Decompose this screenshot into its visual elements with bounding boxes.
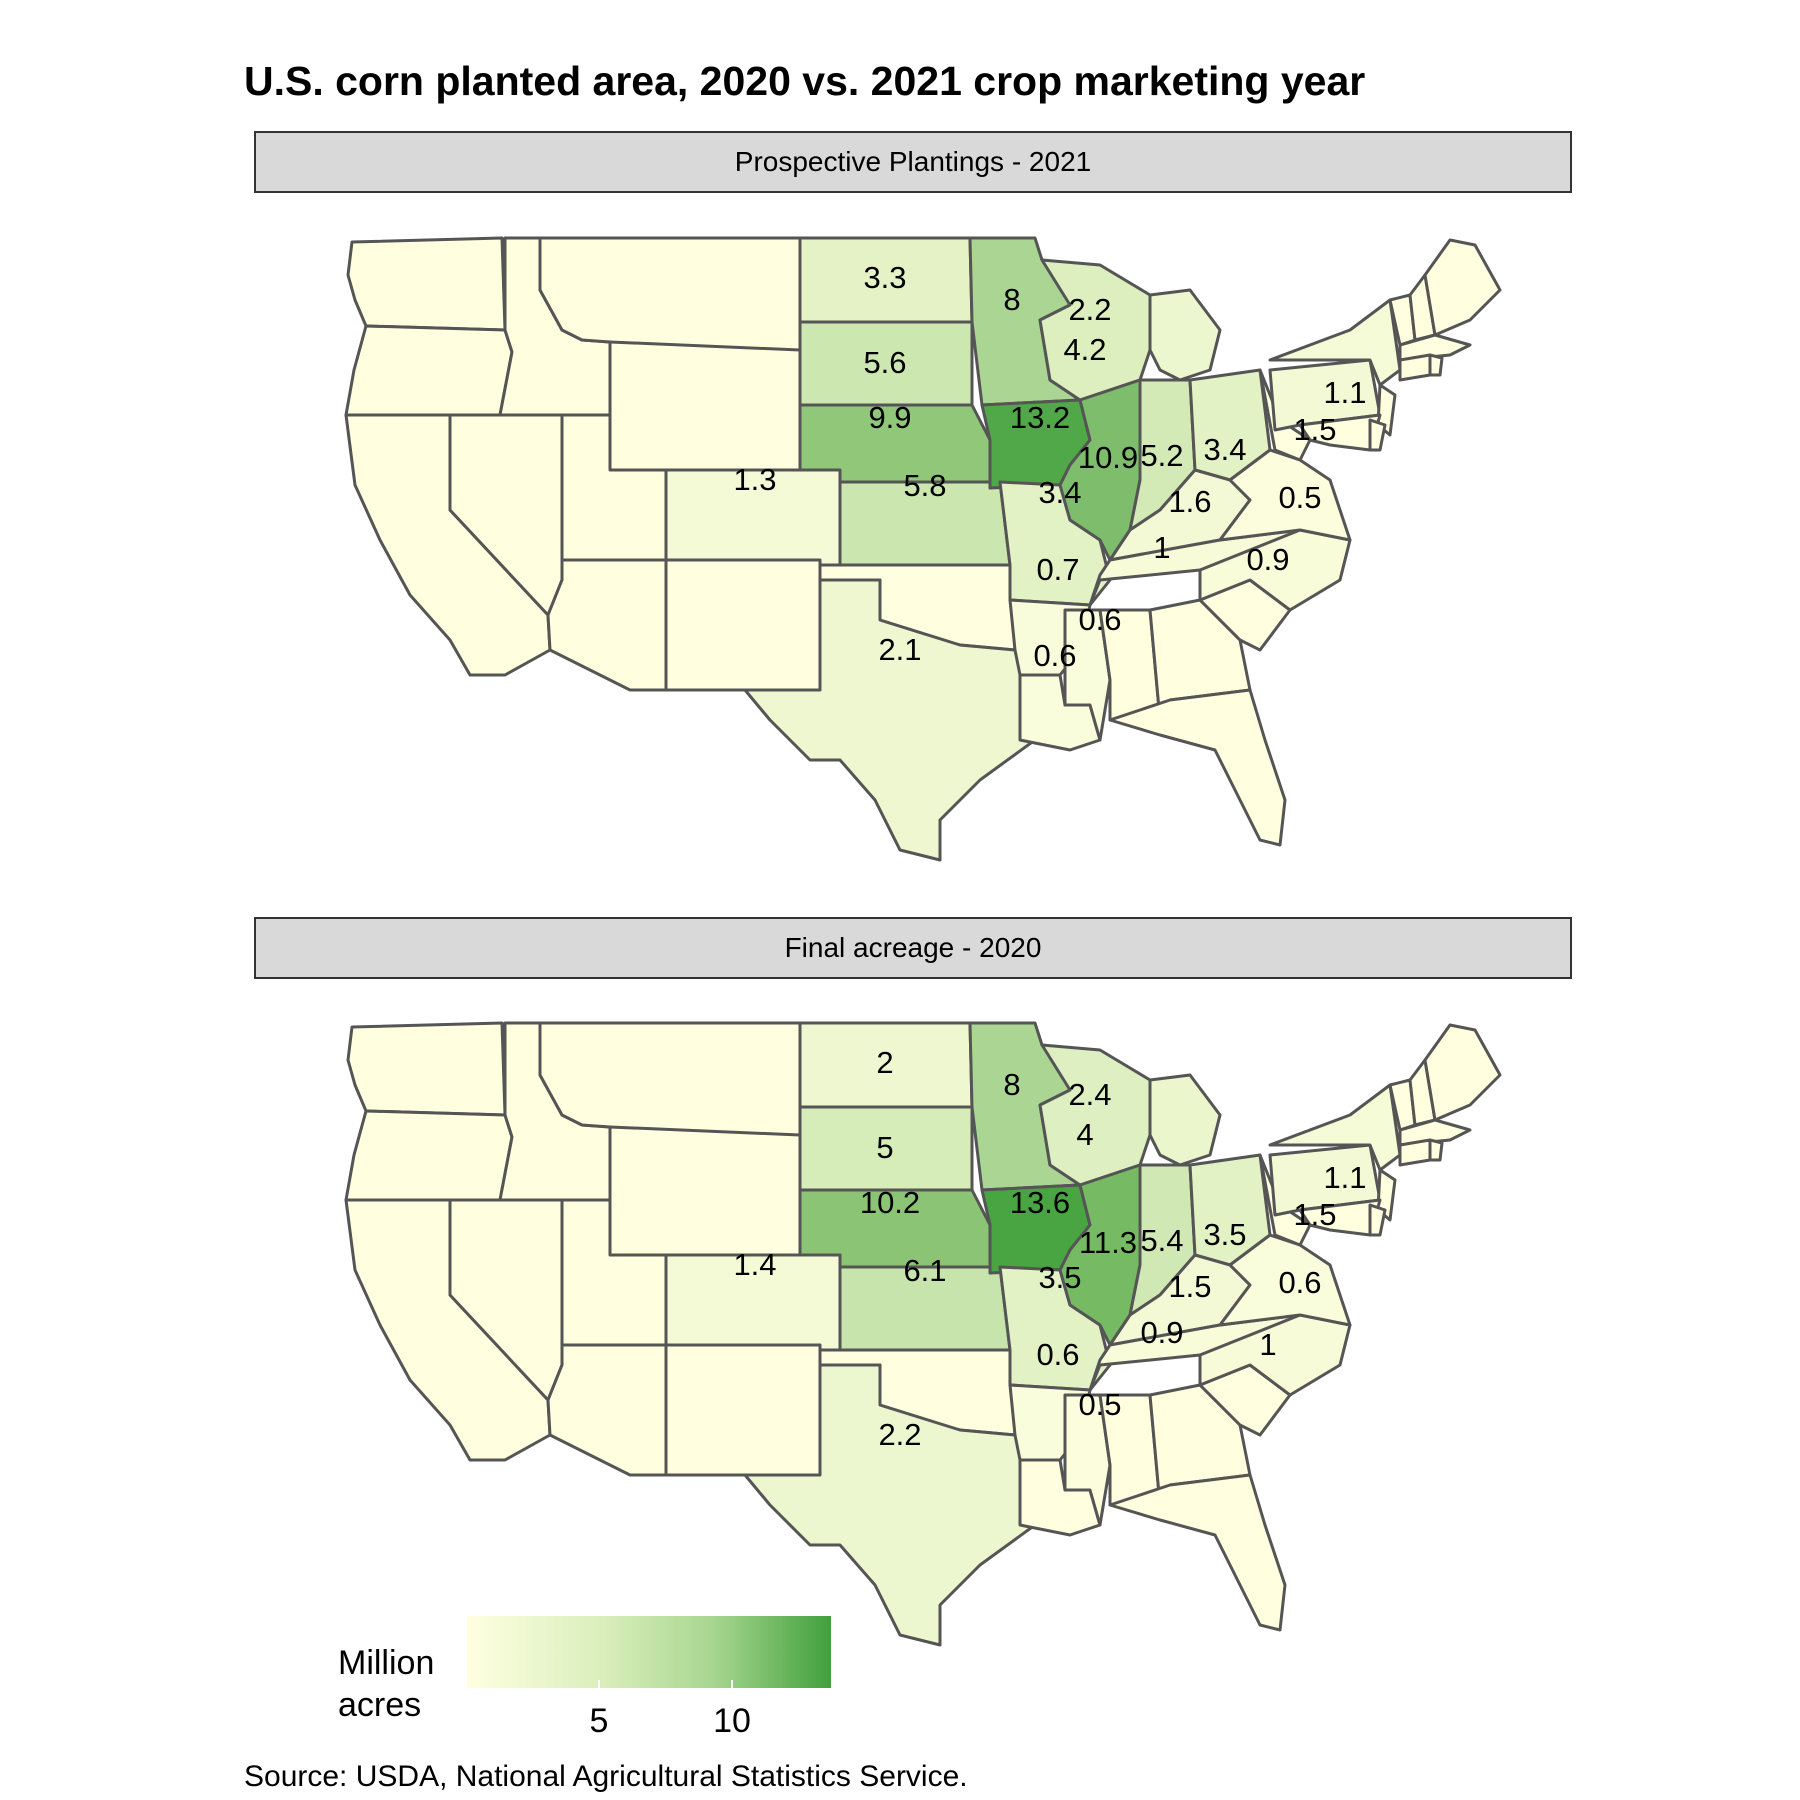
state-me	[1423, 238, 1502, 337]
state-value-label-ne: 9.9	[868, 400, 911, 435]
map-2021: 3.385.6 4.22.21.19.9 13.2 1.53.45.210.91.3 5…	[344, 236, 1502, 862]
map-2020: 2 8 5 4 2.4 1.1 10.2 13.6 1.5 3.5 5.411.3 1.4 6.1 3.5…	[344, 1021, 1502, 1647]
state-mi	[1148, 288, 1222, 382]
state-value-label-va: 0.5	[1278, 480, 1321, 515]
panel-strip-2020: Final acreage - 2020	[254, 917, 1572, 979]
state-value-label-in: 5.4	[1140, 1223, 1183, 1258]
state-me	[1423, 1023, 1502, 1122]
state-ri	[1428, 353, 1444, 377]
state-tx	[743, 1363, 1037, 1647]
state-ma	[1398, 1118, 1472, 1147]
state-value-label-ny: 1.1	[1323, 375, 1366, 410]
state-value-label-ky: 1.5	[1168, 1269, 1211, 1304]
state-wa	[346, 236, 507, 332]
state-wa	[346, 1021, 507, 1117]
state-value-label-va: 0.6	[1278, 1265, 1321, 1300]
state-nm	[664, 1343, 822, 1477]
state-ct	[1398, 353, 1432, 382]
state-nj	[1376, 1168, 1397, 1222]
state-value-label-mo: 3.5	[1038, 1260, 1081, 1295]
state-value-label-ms: 0.6	[1078, 602, 1121, 637]
state-az	[546, 558, 668, 692]
panel-strip-2021: Prospective Plantings - 2021	[254, 131, 1572, 193]
state-value-label-co: 1.4	[733, 1247, 776, 1282]
state-value-label-ks: 5.8	[903, 468, 946, 503]
state-value-label-oh: 3.4	[1203, 432, 1246, 467]
state-de	[1368, 418, 1387, 452]
state-tx	[743, 578, 1037, 862]
state-value-label-la: 0.6	[1033, 638, 1076, 673]
state-value-label-mn: 8	[1003, 282, 1020, 317]
state-value-label-il: 11.3	[1079, 1225, 1137, 1260]
state-value-label-tn: 1	[1153, 530, 1170, 565]
state-value-label-nd: 3.3	[863, 260, 906, 295]
legend-tick-mark	[731, 1680, 733, 1688]
state-value-label-ky: 1.6	[1168, 484, 1211, 519]
state-ma	[1398, 333, 1472, 362]
state-ri	[1428, 1138, 1444, 1162]
state-value-label-ia: 13.6	[1010, 1185, 1070, 1220]
state-value-label-in: 5.2	[1140, 438, 1183, 473]
state-wy	[608, 340, 802, 472]
state-value-label-nc: 1	[1259, 1327, 1276, 1362]
state-value-label-mi: 2.2	[1068, 292, 1111, 327]
state-nj	[1376, 383, 1397, 437]
state-value-label-mi: 2.4	[1068, 1077, 1111, 1112]
state-value-label-ne: 10.2	[860, 1185, 920, 1220]
state-value-label-nd: 2	[876, 1045, 893, 1080]
state-value-label-sd: 5	[876, 1130, 893, 1165]
source-note: Source: USDA, National Agricultural Stat…	[244, 1760, 968, 1793]
state-value-label-ar: 0.7	[1036, 552, 1079, 587]
chart-title: U.S. corn planted area, 2020 vs. 2021 cr…	[244, 58, 1366, 104]
state-value-label-mn: 8	[1003, 1067, 1020, 1102]
state-value-label-sd: 5.6	[863, 345, 906, 380]
state-mi	[1148, 1073, 1222, 1167]
state-wi	[1038, 258, 1152, 402]
state-or	[344, 1109, 514, 1202]
state-value-label-nc: 0.9	[1246, 542, 1289, 577]
state-value-label-tx: 2.2	[878, 1417, 921, 1452]
state-de	[1368, 1203, 1387, 1237]
state-az	[546, 1343, 668, 1477]
state-ct	[1398, 1138, 1432, 1167]
state-value-label-co: 1.3	[733, 462, 776, 497]
state-value-label-ny: 1.1	[1323, 1160, 1366, 1195]
state-value-label-wi: 4.2	[1063, 332, 1106, 367]
state-wi	[1038, 1043, 1152, 1187]
state-value-label-oh: 3.5	[1203, 1217, 1246, 1252]
state-md	[1298, 1198, 1382, 1237]
state-value-label-ia: 13.2	[1010, 400, 1070, 435]
state-value-label-ks: 6.1	[903, 1253, 946, 1288]
legend-tick-label: 5	[589, 1702, 609, 1740]
state-value-label-pa: 1.5	[1293, 412, 1336, 447]
state-value-label-ms: 0.5	[1078, 1387, 1121, 1422]
state-or	[344, 324, 514, 417]
state-mt	[538, 236, 802, 352]
state-nm	[664, 558, 822, 692]
state-value-label-tn: 0.9	[1140, 1315, 1183, 1350]
state-md	[1298, 413, 1382, 452]
state-value-label-pa: 1.5	[1293, 1197, 1336, 1232]
state-mt	[538, 1021, 802, 1137]
state-fl	[1108, 1473, 1287, 1632]
state-value-label-ar: 0.6	[1036, 1337, 1079, 1372]
state-value-label-tx: 2.1	[878, 632, 921, 667]
legend-tick-mark	[598, 1680, 600, 1688]
legend-title: Million acres	[338, 1644, 435, 1724]
legend-colorbar	[467, 1616, 831, 1688]
state-wy	[608, 1125, 802, 1257]
legend-tick-label: 10	[713, 1702, 751, 1740]
state-value-label-il: 10.9	[1078, 440, 1138, 475]
state-value-label-mo: 3.4	[1038, 475, 1081, 510]
state-value-label-wi: 4	[1076, 1117, 1093, 1152]
state-fl	[1108, 688, 1287, 847]
